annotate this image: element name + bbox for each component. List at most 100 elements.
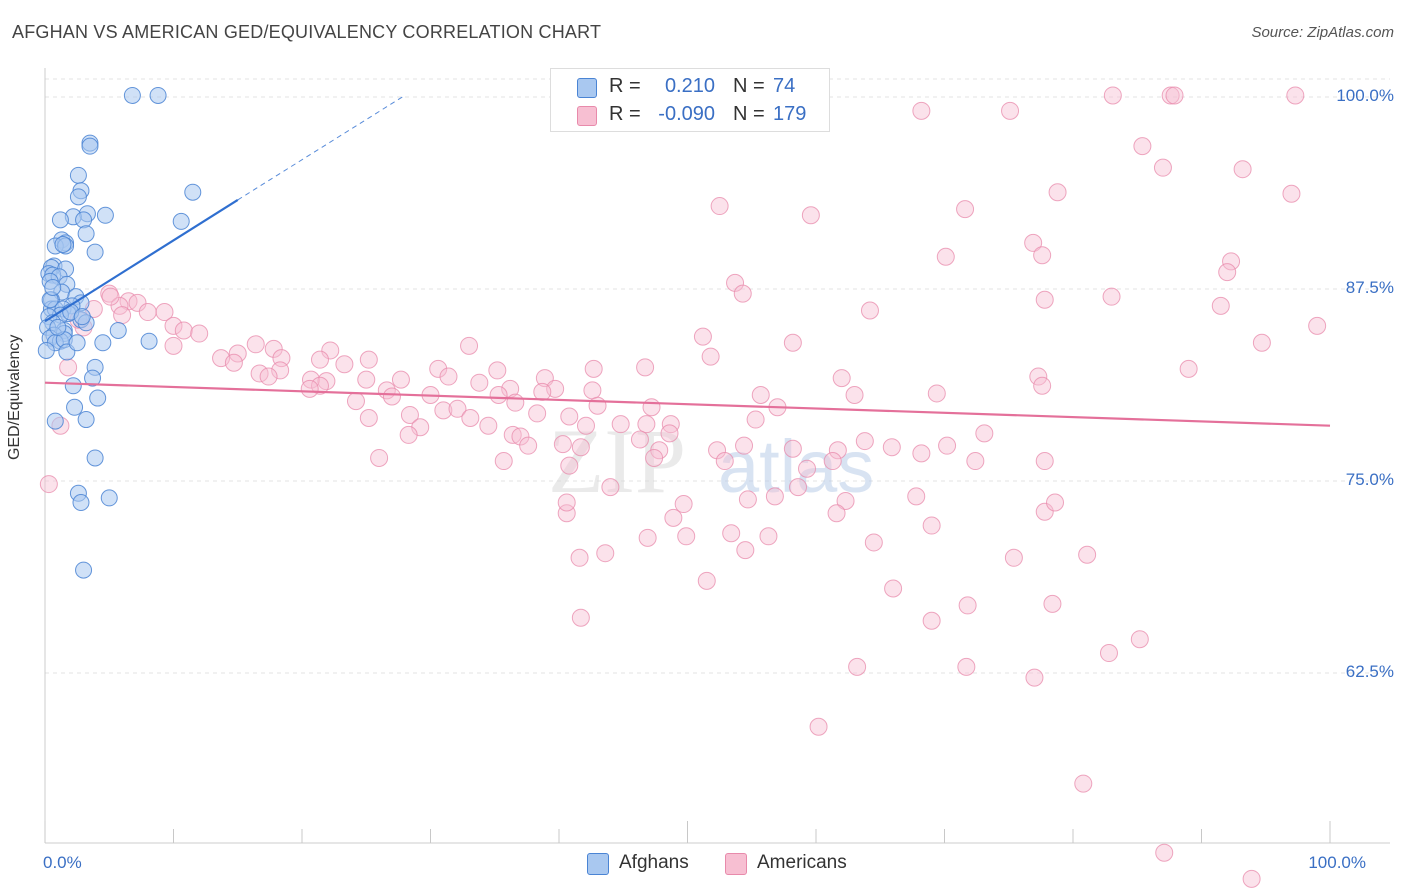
americans-point	[1033, 246, 1052, 265]
afghans-trend-extension	[237, 95, 406, 201]
americans-n-label: N =	[733, 103, 765, 125]
afghans-point	[172, 212, 190, 230]
americans-point	[506, 393, 525, 412]
source-label: Source: ZipAtlas.com	[1251, 24, 1394, 41]
americans-point	[601, 478, 620, 497]
americans-point	[809, 717, 828, 736]
americans-point	[864, 533, 883, 552]
americans-point	[1133, 137, 1152, 156]
americans-point	[828, 441, 847, 460]
americans-point	[1048, 183, 1067, 202]
americans-point	[845, 385, 864, 404]
americans-point	[557, 504, 576, 523]
americans-point	[1282, 184, 1301, 203]
americans-point	[584, 359, 603, 378]
americans-point	[1046, 493, 1065, 512]
americans-point	[1103, 86, 1122, 105]
americans-point	[164, 336, 183, 355]
americans-point	[957, 657, 976, 676]
americans-point	[827, 504, 846, 523]
americans-point	[1099, 644, 1118, 663]
americans-point	[636, 358, 655, 377]
americans-point	[936, 247, 955, 266]
americans-point	[370, 448, 389, 467]
americans-point	[738, 490, 757, 509]
americans-point	[503, 425, 522, 444]
afghans-swatch	[577, 78, 597, 98]
americans-point	[735, 436, 754, 455]
americans-point	[1153, 158, 1172, 177]
watermark: ZIP atlas	[548, 410, 874, 512]
americans-point	[1308, 316, 1327, 335]
americans-point	[1001, 101, 1020, 120]
americans-point	[429, 359, 448, 378]
americans-r-label: R =	[609, 103, 641, 125]
y-tick-label: 62.5%	[1345, 662, 1394, 681]
americans-point	[310, 350, 329, 369]
americans-point	[677, 527, 696, 546]
americans-point	[855, 432, 874, 451]
americans-point	[1025, 668, 1044, 687]
americans-point	[434, 401, 453, 420]
americans-point	[1218, 263, 1237, 282]
americans-point	[1035, 452, 1054, 471]
americans-legend-label: Americans	[757, 852, 847, 873]
y-tick-label: 100.0%	[1336, 86, 1394, 105]
americans-point	[736, 541, 755, 560]
americans-point	[113, 306, 132, 325]
americans-point	[751, 385, 770, 404]
afghans-point	[184, 183, 202, 201]
afghans-point	[140, 332, 158, 350]
americans-point	[1130, 630, 1149, 649]
afghans-point	[77, 225, 95, 243]
afghans-r-value: 0.210	[664, 75, 715, 97]
americans-point	[1252, 333, 1271, 352]
americans-point	[359, 409, 378, 428]
americans-point	[528, 404, 547, 423]
americans-point	[1074, 774, 1093, 793]
americans-point	[1155, 843, 1174, 862]
americans-point	[1233, 160, 1252, 179]
americans-point	[611, 415, 630, 434]
americans-point	[645, 448, 664, 467]
americans-point	[832, 369, 851, 388]
americans-point	[382, 387, 401, 406]
americans-point	[823, 452, 842, 471]
americans-point	[494, 452, 513, 471]
americans-point	[1242, 869, 1261, 888]
americans-point	[710, 197, 729, 216]
americans-point	[674, 495, 693, 514]
x-tick-label: 0.0%	[43, 853, 82, 872]
americans-point	[1035, 502, 1054, 521]
afghans-point	[123, 86, 141, 104]
americans-point	[59, 358, 78, 377]
americans-point	[664, 508, 683, 527]
americans-point	[470, 373, 489, 392]
americans-point	[479, 416, 498, 435]
americans-point	[301, 370, 320, 389]
americans-point	[638, 528, 657, 547]
americans-point	[733, 284, 752, 303]
americans-point	[560, 456, 579, 475]
stats-legend: R = 0.210 N = 74 R = -0.090 N = 179	[550, 68, 830, 132]
americans-point	[335, 355, 354, 374]
afghans-legend-swatch	[587, 853, 609, 875]
afghans-point	[86, 243, 104, 261]
americans-point	[346, 392, 365, 411]
afghans-point	[46, 412, 64, 430]
americans-point	[693, 327, 712, 346]
americans-point	[938, 436, 957, 455]
afghans-point	[37, 341, 55, 359]
americans-point	[190, 324, 209, 343]
trend-lines	[44, 95, 1331, 427]
americans-point	[488, 361, 507, 380]
americans-point	[630, 430, 649, 449]
americans-point	[783, 333, 802, 352]
americans-point	[912, 101, 931, 120]
americans-point	[224, 353, 243, 372]
americans-point	[801, 206, 820, 225]
americans-point	[1286, 86, 1305, 105]
afghans-point	[86, 449, 104, 467]
americans-point	[1078, 545, 1097, 564]
americans-point	[359, 350, 378, 369]
